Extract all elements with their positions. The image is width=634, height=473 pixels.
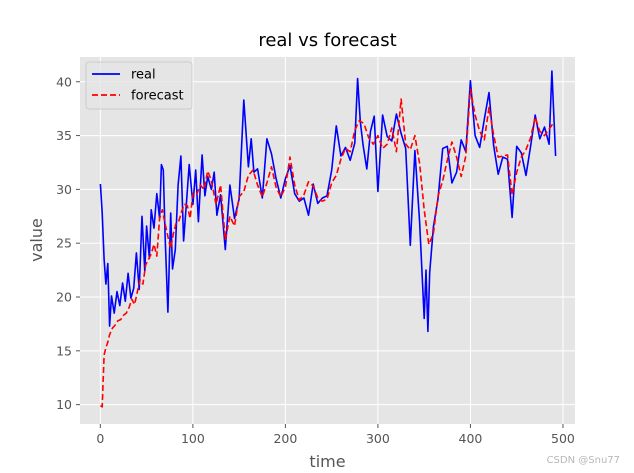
x-tick-label: 0 <box>96 431 104 446</box>
x-tick-label: 300 <box>366 431 390 446</box>
grid <box>80 57 575 424</box>
y-axis-label: value <box>27 218 46 262</box>
y-tick-label: 10 <box>56 397 72 412</box>
series-line-forecast <box>99 88 555 408</box>
watermark: CSDN @Snu77 <box>546 455 620 466</box>
y-tick-label: 40 <box>56 74 72 89</box>
legend: real forecast <box>85 61 193 110</box>
x-tick-label: 100 <box>181 431 205 446</box>
y-tick-label: 30 <box>56 182 72 197</box>
y-tick-label: 20 <box>56 290 72 305</box>
x-tick-label: 500 <box>551 431 575 446</box>
x-tick-label: 400 <box>459 431 483 446</box>
legend-label-forecast: forecast <box>131 89 184 104</box>
x-axis-label: time <box>309 452 345 471</box>
chart-title: real vs forecast <box>258 30 396 51</box>
plot-area <box>80 57 575 424</box>
series-line-real <box>99 70 557 333</box>
x-tick-label: 200 <box>273 431 297 446</box>
y-tick-label: 25 <box>56 236 72 251</box>
tick-labels: 0 100 200 300 400 500 10 15 20 25 30 35 40 <box>56 74 575 446</box>
series-layer <box>99 70 557 408</box>
y-tick-label: 15 <box>56 343 72 358</box>
y-tick-label: 35 <box>56 128 72 143</box>
legend-label-real: real <box>131 68 156 83</box>
